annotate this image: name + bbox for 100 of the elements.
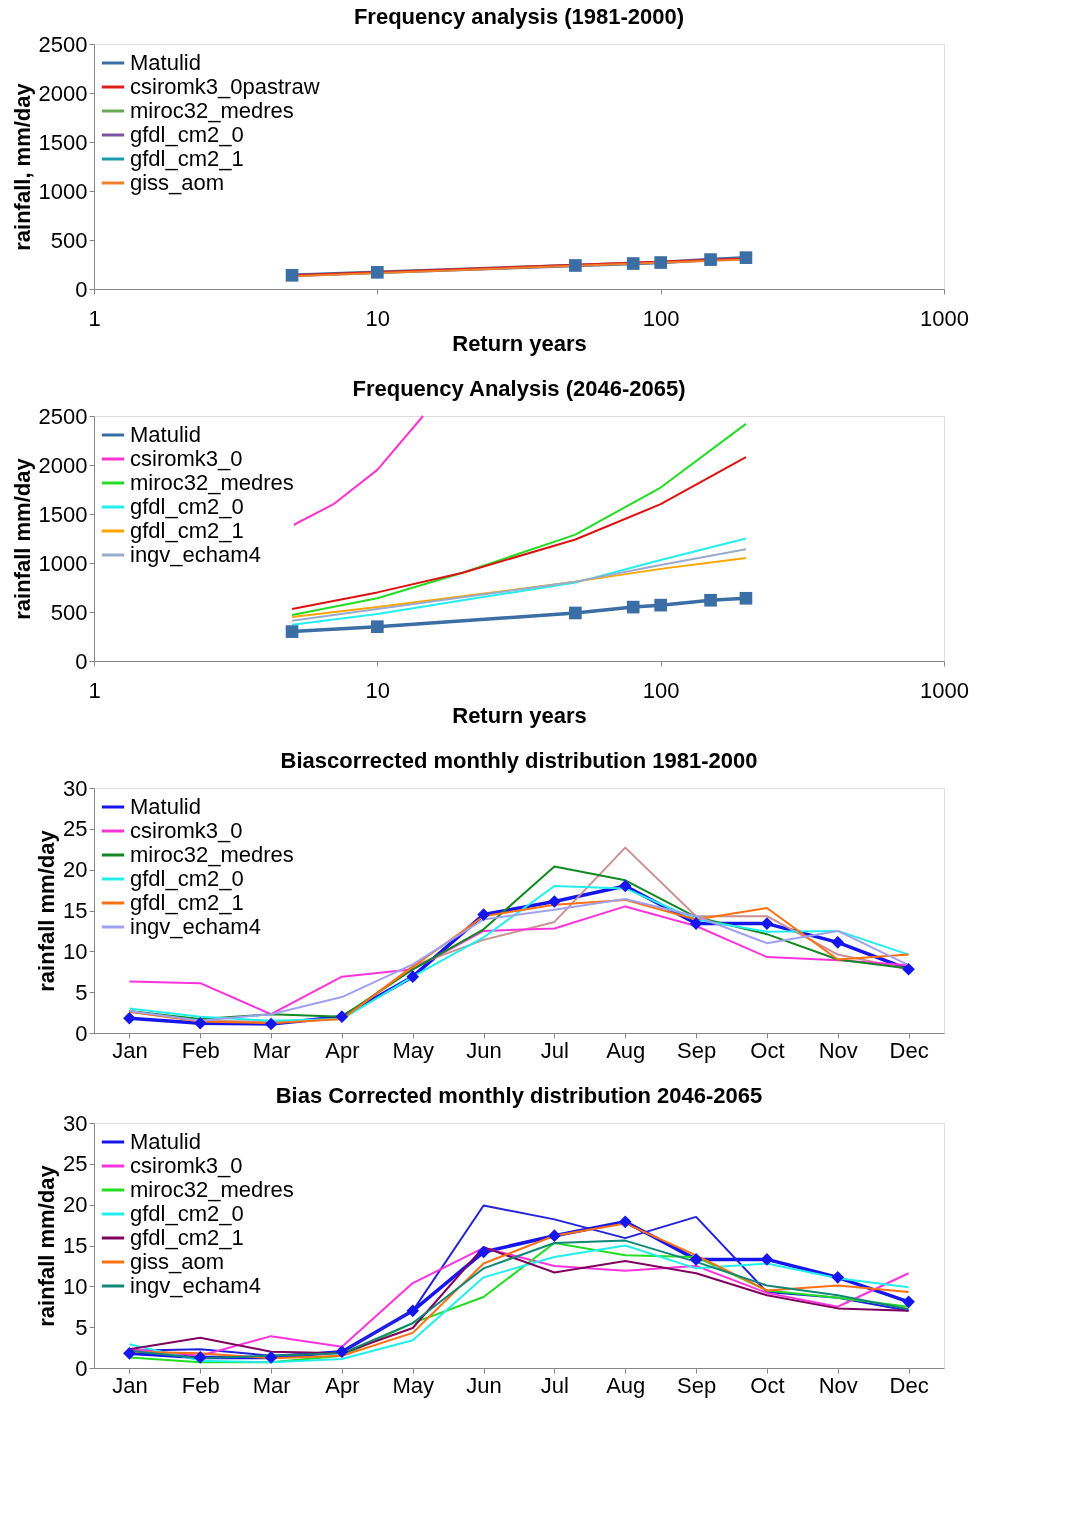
y-tick-label: 10 [63, 1273, 88, 1299]
chart-title: Frequency Analysis (2046-2065) [352, 376, 686, 401]
legend-label: gfdl_cm2_0 [130, 122, 244, 147]
x-tick-label: 1000 [920, 677, 969, 703]
y-axis-title: rainfall mm/day [9, 457, 35, 620]
x-tick-label: Jan [112, 1372, 148, 1398]
point [831, 936, 845, 949]
y-tick-label: 20 [63, 857, 88, 883]
x-tick-label: Jun [466, 1037, 502, 1063]
y-tick-label: 2500 [38, 31, 88, 57]
legend-label: ingv_echam4 [130, 542, 261, 567]
point [618, 1215, 632, 1229]
y-tick-label: 1500 [38, 501, 88, 527]
legend-label: Matulid [130, 50, 201, 75]
point [335, 1010, 349, 1023]
line-series [291, 415, 425, 527]
x-tick-label: Sep [677, 1037, 717, 1063]
y-axis-title: rainfall mm/day [34, 1164, 60, 1327]
x-tick-label: Dec [889, 1372, 929, 1398]
y-tick-label: 0 [75, 1020, 88, 1046]
x-tick-label: Mar [252, 1037, 291, 1063]
y-tick-label: 0 [75, 648, 88, 674]
x-tick-label: 100 [642, 677, 680, 703]
point [831, 1271, 845, 1284]
y-tick-label: 1000 [38, 550, 88, 576]
legend-label: Matulid [130, 794, 201, 819]
point [477, 908, 490, 921]
x-tick-label: 1 [88, 677, 101, 703]
legend-label: csiromk3_0 [130, 446, 243, 471]
legend-label: gfdl_cm2_0 [130, 1201, 244, 1226]
y-tick-label: 500 [50, 227, 88, 253]
point [902, 962, 915, 976]
x-tick-label: Jul [540, 1037, 569, 1063]
point [760, 1253, 774, 1266]
chart-title: Biascorrected monthly distribution 1981-2000 [280, 748, 758, 773]
y-tick-label: 1000 [38, 178, 88, 204]
point [123, 1011, 136, 1025]
legend-label: gfdl_cm2_1 [130, 890, 244, 915]
x-tick-label: Aug [606, 1372, 646, 1398]
legend-label: gfdl_cm2_0 [130, 866, 244, 891]
chart-title: Bias Corrected monthly distribution 2046-2065 [275, 1083, 763, 1108]
legend-label: gfdl_cm2_1 [130, 518, 244, 543]
chart-title: Frequency analysis (1981-2000) [353, 4, 685, 29]
y-tick-label: 15 [63, 1233, 88, 1258]
legend-label: csiromk3_0pastraw [130, 74, 320, 99]
x-tick-label: Jul [540, 1372, 569, 1398]
legend-label: miroc32_medres [130, 98, 294, 123]
x-axis-title: Return years [452, 702, 587, 728]
y-tick-label: 2000 [38, 452, 88, 478]
point [477, 1245, 490, 1259]
x-tick-label: Feb [181, 1037, 220, 1063]
point [618, 879, 632, 893]
x-tick-label: Oct [750, 1372, 785, 1398]
x-tick-label: Aug [606, 1037, 646, 1063]
point [264, 1017, 278, 1031]
y-tick-label: 15 [63, 898, 88, 923]
x-tick-label: Oct [750, 1037, 785, 1063]
y-tick-label: 0 [75, 1355, 88, 1381]
point [406, 970, 420, 983]
y-tick-label: 5 [75, 1314, 88, 1340]
point [548, 1229, 561, 1243]
y-tick-label: 2000 [38, 80, 88, 106]
x-tick-label: Mar [252, 1372, 291, 1398]
point [902, 1295, 915, 1309]
point [760, 917, 774, 930]
y-tick-label: 10 [63, 938, 88, 964]
x-tick-label: Jan [112, 1037, 148, 1063]
y-tick-label: 500 [50, 599, 88, 625]
point [406, 1304, 420, 1318]
legend-label: miroc32_medres [130, 842, 294, 867]
legend-label: ingv_echam4 [130, 914, 261, 939]
y-tick-label: 2500 [38, 403, 88, 429]
legend-label: gfdl_cm2_1 [130, 1225, 244, 1250]
point [193, 1016, 207, 1030]
y-tick-label: 0 [75, 276, 88, 302]
point [193, 1351, 207, 1364]
legend-label: csiromk3_0 [130, 1153, 243, 1178]
legend-label: Matulid [130, 422, 201, 447]
y-tick-label: 25 [63, 1151, 88, 1177]
x-tick-label: Feb [181, 1372, 220, 1398]
y-tick-label: 5 [75, 979, 88, 1005]
legend-label: ingv_echam4 [130, 1273, 261, 1298]
legend-label: giss_aom [130, 1249, 225, 1274]
x-tick-label: 10 [365, 677, 391, 703]
x-tick-label: 10 [365, 305, 391, 331]
legend-label: gfdl_cm2_0 [130, 494, 244, 519]
y-tick-label: 25 [63, 816, 88, 842]
legend-label: gfdl_cm2_1 [130, 146, 244, 171]
x-tick-label: Nov [818, 1037, 858, 1063]
y-axis-title: rainfall, mm/day [9, 82, 35, 251]
x-tick-label: Apr [325, 1372, 360, 1398]
x-tick-label: May [392, 1372, 435, 1398]
x-tick-label: May [392, 1037, 435, 1063]
x-tick-label: 1000 [920, 305, 969, 331]
legend-label: giss_aom [130, 170, 225, 195]
x-tick-label: 1 [88, 305, 101, 331]
point [689, 917, 703, 930]
legend-label: miroc32_medres [130, 1177, 294, 1202]
legend-label: csiromk3_0 [130, 818, 243, 843]
y-tick-label: 30 [63, 775, 88, 801]
